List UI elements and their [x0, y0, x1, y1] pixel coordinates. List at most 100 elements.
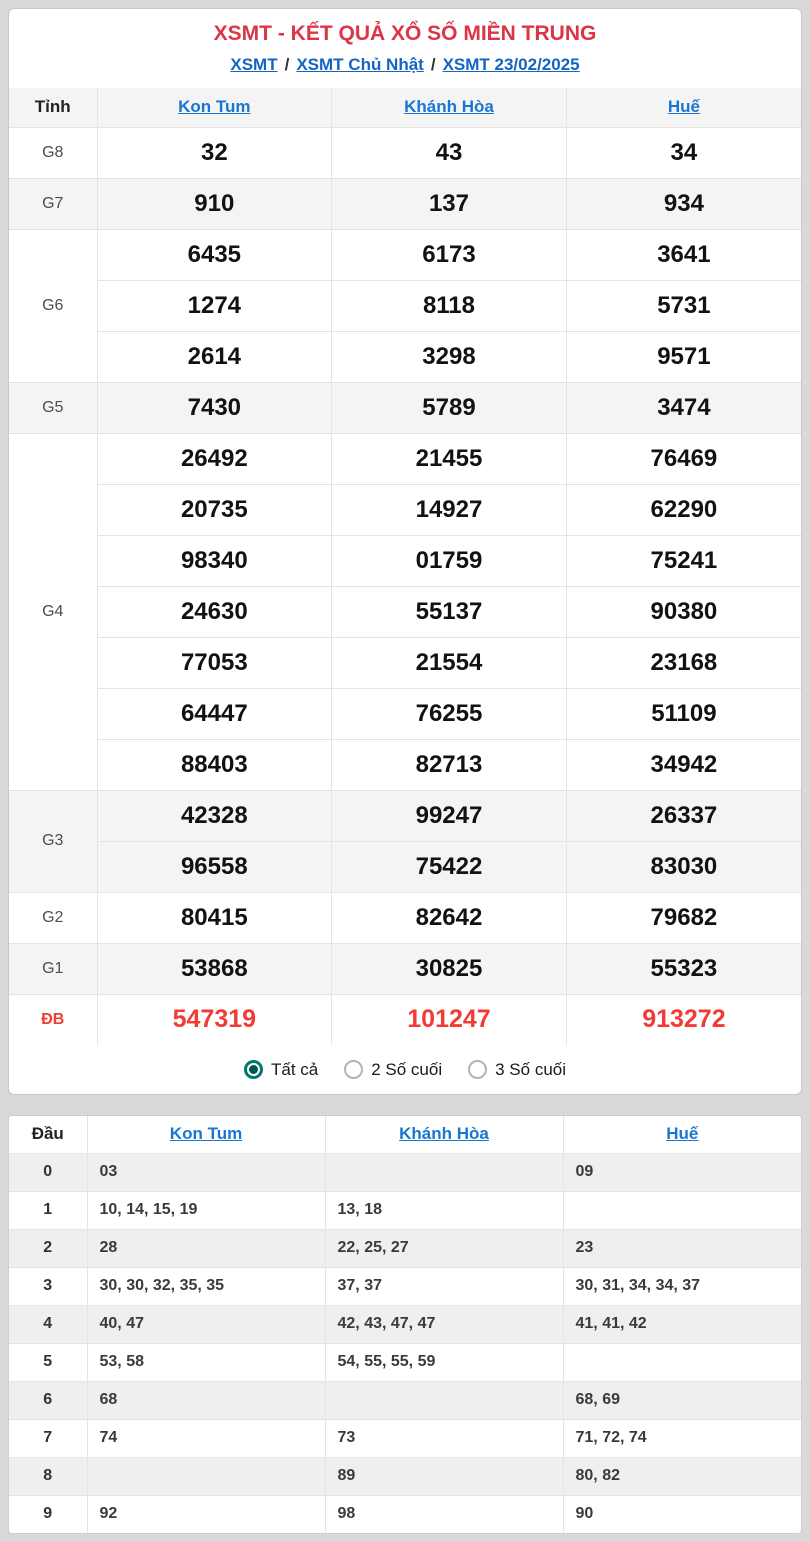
digit-label: 0 [9, 1152, 88, 1192]
prize-value: 32 [96, 126, 333, 179]
dau-row-4: 4 40, 47 42, 43, 47, 47 41, 41, 42 [9, 1304, 801, 1344]
prize-value: 14927 [331, 483, 567, 536]
digit-label: 3 [9, 1266, 88, 1306]
numbers-cell: 98 [324, 1494, 564, 1533]
province-link-khanh-hoa[interactable]: Khánh Hòa [399, 1124, 489, 1144]
prize-value: 26492 [96, 432, 333, 485]
prize-label: G3 [9, 789, 98, 893]
numbers-cell: 03 [86, 1152, 326, 1192]
prize-value: 83030 [565, 840, 801, 893]
filter-option-2-digits[interactable]: 2 Số cuối [344, 1060, 442, 1080]
prize-value: 75422 [331, 840, 567, 893]
numbers-cell: 23 [562, 1228, 801, 1268]
numbers-cell: 09 [562, 1152, 801, 1192]
prize-row-g1: G1 53868 30825 55323 [9, 942, 801, 995]
prize-row-db: ĐB 547319 101247 913272 [9, 993, 801, 1046]
prize-value: 101247 [331, 993, 567, 1046]
province-link-khanh-hoa[interactable]: Khánh Hòa [404, 97, 494, 117]
digit-label: 2 [9, 1228, 88, 1268]
breadcrumb-link-weekday[interactable]: XSMT Chủ Nhật [296, 55, 424, 74]
numbers-cell: 10, 14, 15, 19 [86, 1190, 326, 1230]
breadcrumb: XSMT / XSMT Chủ Nhật / XSMT 23/02/2025 [9, 50, 801, 88]
dau-row-1: 1 10, 14, 15, 19 13, 18 [9, 1190, 801, 1230]
numbers-cell: 22, 25, 27 [324, 1228, 564, 1268]
numbers-cell: 71, 72, 74 [562, 1418, 801, 1458]
digit-label: 1 [9, 1190, 88, 1230]
filter-option-label: 3 Số cuối [495, 1059, 567, 1079]
numbers-cell: 68 [86, 1380, 326, 1420]
prize-value: 5789 [331, 381, 567, 434]
prize-value: 547319 [96, 993, 333, 1046]
prize-value: 77053 [96, 636, 333, 689]
prize-label: G8 [9, 126, 98, 179]
prize-value: 3474 [565, 381, 801, 434]
numbers-cell: 73 [324, 1418, 564, 1458]
prize-value: 913272 [565, 993, 801, 1046]
dau-row-5: 5 53, 58 54, 55, 55, 59 [9, 1342, 801, 1382]
prize-value: 34942 [565, 738, 801, 791]
province-link-hue[interactable]: Huế [667, 97, 700, 117]
prize-value: 137 [331, 177, 567, 230]
prize-label: G1 [9, 942, 98, 995]
filter-option-all[interactable]: Tất cả [243, 1059, 319, 1080]
numbers-cell: 54, 55, 55, 59 [324, 1342, 564, 1382]
prize-value: 21554 [331, 636, 567, 689]
numbers-cell: 30, 31, 34, 34, 37 [562, 1266, 801, 1306]
prize-row-g5: G5 7430 5789 3474 [9, 381, 801, 434]
prize-row-g4: 20735 14927 62290 [9, 483, 801, 536]
prize-row-g4: 98340 01759 75241 [9, 534, 801, 587]
dau-row-6: 6 68 68, 69 [9, 1380, 801, 1420]
numbers-cell: 90 [562, 1494, 801, 1533]
prize-label: G7 [9, 177, 98, 230]
tail-filter: Tất cả 2 Số cuối 3 Số cuối [9, 1045, 801, 1094]
numbers-cell: 74 [86, 1418, 326, 1458]
prize-row-g4: G4 26492 21455 76469 [9, 432, 801, 791]
prize-value: 88403 [96, 738, 333, 791]
prize-value: 6435 [96, 228, 333, 281]
breadcrumb-link-date[interactable]: XSMT 23/02/2025 [442, 55, 580, 74]
dau-row-8: 8 89 80, 82 [9, 1456, 801, 1496]
numbers-cell: 40, 47 [86, 1304, 326, 1344]
filter-option-3-digits[interactable]: 3 Số cuối [468, 1060, 566, 1080]
prize-value: 55323 [565, 942, 801, 995]
breadcrumb-link-xsmt[interactable]: XSMT [230, 55, 278, 74]
numbers-cell: 30, 30, 32, 35, 35 [86, 1266, 326, 1306]
province-link-kon-tum[interactable]: Kon Tum [178, 97, 251, 117]
prize-value: 26337 [565, 789, 801, 842]
numbers-cell: 13, 18 [324, 1190, 564, 1230]
prize-value: 90380 [565, 585, 801, 638]
dau-table: Đầu Kon Tum Khánh Hòa Huế 0 03 09 1 10, … [9, 1116, 801, 1533]
dau-card: Đầu Kon Tum Khánh Hòa Huế 0 03 09 1 10, … [8, 1115, 802, 1534]
province-column-header: Tỉnh [9, 87, 98, 128]
dau-row-7: 7 74 73 71, 72, 74 [9, 1418, 801, 1458]
numbers-cell: 42, 43, 47, 47 [324, 1304, 564, 1344]
numbers-cell [86, 1456, 326, 1496]
prize-label: ĐB [9, 993, 98, 1046]
prize-value: 01759 [331, 534, 567, 587]
prize-value: 5731 [565, 279, 801, 332]
prize-value: 910 [96, 177, 333, 230]
numbers-cell: 92 [86, 1494, 326, 1533]
digit-label: 6 [9, 1380, 88, 1420]
prize-value: 20735 [96, 483, 333, 536]
digit-label: 4 [9, 1304, 88, 1344]
prize-value: 62290 [565, 483, 801, 536]
province-link-kon-tum[interactable]: Kon Tum [169, 1124, 243, 1144]
province-link-hue[interactable]: Huế [666, 1124, 699, 1144]
prize-row-g6: 2614 3298 9571 [9, 330, 801, 383]
prize-label: G4 [9, 432, 98, 791]
filter-option-label: Tất cả [270, 1059, 319, 1079]
prize-row-g3: G3 42328 99247 26337 [9, 789, 801, 893]
prize-value: 99247 [331, 789, 567, 842]
prize-value: 43 [331, 126, 567, 179]
prize-row-g6: 1274 8118 5731 [9, 279, 801, 332]
prize-row-g4: 24630 55137 90380 [9, 585, 801, 638]
prize-value: 21455 [331, 432, 567, 485]
prize-value: 96558 [96, 840, 333, 893]
digit-label: 8 [9, 1456, 88, 1496]
dau-row-9: 9 92 98 90 [9, 1494, 801, 1533]
prize-value: 98340 [96, 534, 333, 587]
prize-row-g7: G7 910 137 934 [9, 177, 801, 230]
digit-label: 9 [9, 1494, 88, 1533]
prize-value: 75241 [565, 534, 801, 587]
